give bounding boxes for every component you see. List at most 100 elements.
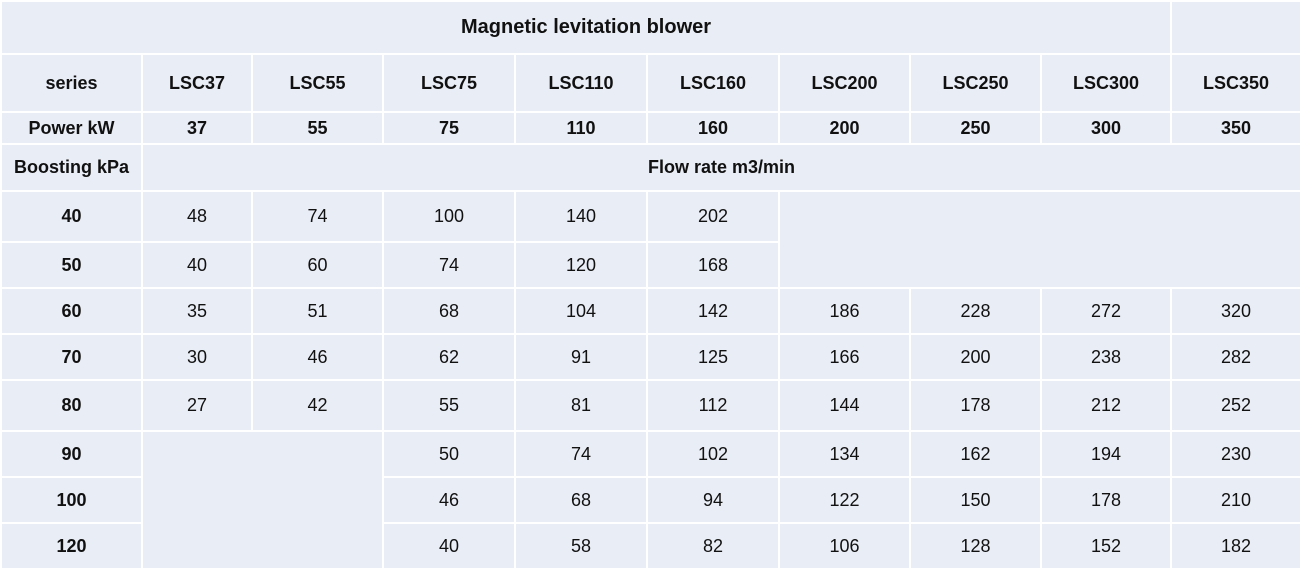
flow-cell: 162 xyxy=(909,430,1042,478)
flow-cell: 74 xyxy=(251,190,384,243)
table-row: 70 30 46 62 91 125 166 200 238 282 xyxy=(0,333,1300,381)
series-row: series LSC37 LSC55 LSC75 LSC110 LSC160 L… xyxy=(0,53,1300,113)
boost-value: 50 xyxy=(0,241,143,289)
flow-cell: 166 xyxy=(778,333,911,381)
flow-cell: 112 xyxy=(646,379,780,432)
flow-cell: 94 xyxy=(646,476,780,524)
flow-cell: 60 xyxy=(251,241,384,289)
title-blank-cell xyxy=(1170,0,1300,55)
boost-label: Boosting kPa xyxy=(0,143,143,192)
flow-cell: 202 xyxy=(646,190,780,243)
power-value: 350 xyxy=(1170,111,1300,145)
series-label: series xyxy=(0,53,143,113)
power-value: 37 xyxy=(141,111,253,145)
boost-value: 60 xyxy=(0,287,143,335)
flow-cell: 91 xyxy=(514,333,648,381)
flow-label: Flow rate m3/min xyxy=(140,143,1300,192)
table-row: 50 40 60 74 120 168 xyxy=(0,241,1300,289)
flow-cell: 68 xyxy=(382,287,516,335)
flow-cell: 125 xyxy=(646,333,780,381)
model-header: LSC350 xyxy=(1170,53,1300,113)
power-value: 55 xyxy=(251,111,384,145)
flow-cell: 82 xyxy=(646,522,780,570)
flow-cell: 128 xyxy=(909,522,1042,570)
table-row: 90 50 74 102 134 162 194 230 xyxy=(0,430,1300,570)
table-row: 80 27 42 55 81 112 144 178 212 252 xyxy=(0,379,1300,432)
flow-cell: 122 xyxy=(778,476,911,524)
flow-cell: 272 xyxy=(1039,287,1173,335)
flow-cell: 46 xyxy=(251,333,384,381)
flow-cell: 74 xyxy=(382,241,516,289)
flow-cell: 210 xyxy=(1170,476,1300,524)
flow-cell: 152 xyxy=(1039,522,1173,570)
flow-cell: 194 xyxy=(1039,430,1173,478)
flow-cell: 58 xyxy=(514,522,648,570)
flow-cell: 81 xyxy=(514,379,648,432)
flow-cell: 74 xyxy=(514,430,648,478)
flow-cell: 102 xyxy=(646,430,780,478)
power-value: 250 xyxy=(909,111,1042,145)
flow-cell: 50 xyxy=(382,430,516,478)
model-header: LSC75 xyxy=(382,53,516,113)
flow-cell: 252 xyxy=(1170,379,1300,432)
flow-cell: 120 xyxy=(514,241,648,289)
boost-value: 120 xyxy=(0,522,143,570)
flow-cell: 178 xyxy=(1039,476,1173,524)
flow-cell: 178 xyxy=(909,379,1042,432)
flow-cell: 238 xyxy=(1039,333,1173,381)
flow-cell: 46 xyxy=(382,476,516,524)
flow-cell: 282 xyxy=(1170,333,1300,381)
flow-cell: 168 xyxy=(646,241,780,289)
flow-cell: 140 xyxy=(514,190,648,243)
flow-cell: 212 xyxy=(1039,379,1173,432)
flow-cell: 48 xyxy=(141,190,253,243)
flow-cell: 40 xyxy=(382,522,516,570)
boost-value: 70 xyxy=(0,333,143,381)
table-title: Magnetic levitation blower xyxy=(0,0,1173,55)
table-row: 60 35 51 68 104 142 186 228 272 320 xyxy=(0,287,1300,335)
flow-cell: 134 xyxy=(778,430,911,478)
flow-cell: 150 xyxy=(909,476,1042,524)
flow-cell: 142 xyxy=(646,287,780,335)
table-row: 40 48 74 100 140 202 xyxy=(0,190,1300,289)
model-header: LSC200 xyxy=(778,53,911,113)
empty-flow-block xyxy=(777,190,1300,289)
power-row: Power kW 37 55 75 110 160 200 250 300 35… xyxy=(0,111,1300,145)
model-header: LSC300 xyxy=(1039,53,1173,113)
flow-cell: 186 xyxy=(778,287,911,335)
flow-cell: 42 xyxy=(251,379,384,432)
flow-cell: 68 xyxy=(514,476,648,524)
empty-flow-block xyxy=(141,430,384,570)
boost-value: 40 xyxy=(0,190,143,243)
flow-cell: 30 xyxy=(141,333,253,381)
flow-cell: 27 xyxy=(141,379,253,432)
flow-cell: 35 xyxy=(141,287,253,335)
model-header: LSC250 xyxy=(909,53,1042,113)
flow-cell: 100 xyxy=(382,190,516,243)
flow-cell: 51 xyxy=(251,287,384,335)
power-value: 75 xyxy=(382,111,516,145)
model-header: LSC37 xyxy=(141,53,253,113)
power-value: 200 xyxy=(778,111,911,145)
flow-cell: 230 xyxy=(1170,430,1300,478)
table-row: 120 40 58 82 106 128 152 182 xyxy=(0,522,1300,570)
title-row: Magnetic levitation blower xyxy=(0,0,1300,55)
flow-cell: 144 xyxy=(778,379,911,432)
model-header: LSC110 xyxy=(514,53,648,113)
flow-cell: 40 xyxy=(141,241,253,289)
flow-cell: 55 xyxy=(382,379,516,432)
boost-header-row: Boosting kPa Flow rate m3/min xyxy=(0,143,1300,192)
power-label: Power kW xyxy=(0,111,143,145)
flow-cell: 182 xyxy=(1170,522,1300,570)
boost-value: 90 xyxy=(0,430,143,478)
table-row: 100 46 68 94 122 150 178 210 xyxy=(0,476,1300,524)
boost-value: 100 xyxy=(0,476,143,524)
flow-cell: 106 xyxy=(778,522,911,570)
flow-cell: 228 xyxy=(909,287,1042,335)
flow-cell: 62 xyxy=(382,333,516,381)
model-header: LSC55 xyxy=(251,53,384,113)
flow-cell: 104 xyxy=(514,287,648,335)
boost-value: 80 xyxy=(0,379,143,432)
power-value: 160 xyxy=(646,111,780,145)
